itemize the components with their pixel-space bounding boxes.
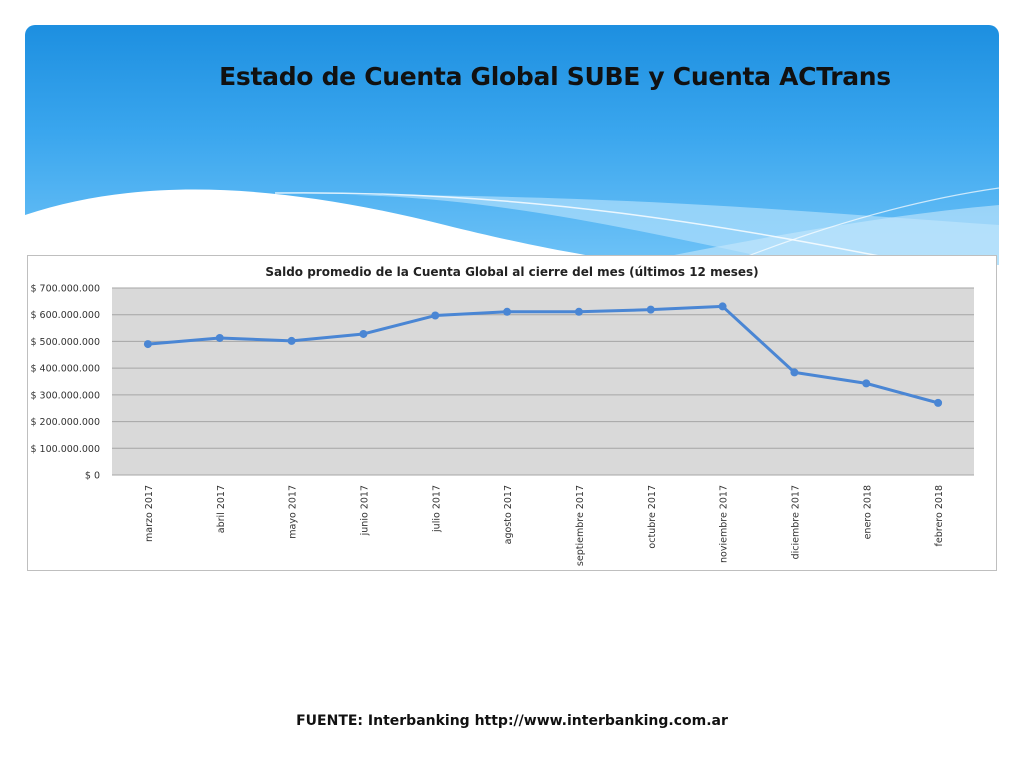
data-point — [718, 302, 727, 311]
banner-wave-decoration — [25, 187, 999, 265]
data-point — [431, 311, 440, 320]
series-line — [147, 304, 939, 405]
title-banner — [25, 25, 999, 265]
chart-container: Saldo promedio de la Cuenta Global al ci… — [27, 255, 997, 571]
x-tick-label: abril 2017 — [216, 485, 227, 533]
data-point — [503, 307, 512, 316]
y-tick-label: $ 500.000.000 — [30, 337, 100, 348]
x-tick-label: septiembre 2017 — [575, 485, 586, 566]
x-tick-label: febrero 2018 — [934, 485, 945, 546]
x-tick-label: noviembre 2017 — [719, 485, 730, 563]
y-tick-label: $ 100.000.000 — [30, 444, 100, 455]
data-point — [862, 379, 871, 388]
y-tick-label: $ 300.000.000 — [30, 390, 100, 401]
line-chart: Saldo promedio de la Cuenta Global al ci… — [30, 265, 974, 566]
x-tick-label: mayo 2017 — [288, 485, 299, 539]
data-point — [646, 305, 655, 314]
data-point — [790, 368, 799, 377]
data-point — [215, 333, 224, 342]
slide-title: Estado de Cuenta Global SUBE y Cuenta AC… — [219, 62, 891, 91]
chart-title: Saldo promedio de la Cuenta Global al ci… — [265, 265, 758, 279]
source-caption: FUENTE: Interbanking http://www.interban… — [296, 713, 728, 729]
data-point — [287, 336, 296, 345]
data-point — [143, 340, 152, 349]
data-point — [359, 329, 368, 338]
x-tick-label: diciembre 2017 — [790, 485, 801, 559]
x-tick-label: julio 2017 — [431, 485, 442, 533]
y-tick-label: $ 400.000.000 — [30, 364, 100, 375]
x-tick-label: agosto 2017 — [503, 485, 514, 544]
y-tick-label: $ 700.000.000 — [30, 284, 100, 295]
x-tick-label: octubre 2017 — [647, 485, 658, 549]
x-tick-label: enero 2018 — [862, 485, 873, 539]
plot-area — [112, 288, 974, 475]
data-point — [934, 398, 943, 407]
x-tick-label: marzo 2017 — [144, 485, 155, 542]
y-tick-label: $ 200.000.000 — [30, 417, 100, 428]
y-tick-label: $ 600.000.000 — [30, 310, 100, 321]
x-tick-label: junio 2017 — [359, 485, 370, 536]
data-point — [574, 307, 583, 316]
y-tick-label: $ 0 — [85, 471, 100, 482]
